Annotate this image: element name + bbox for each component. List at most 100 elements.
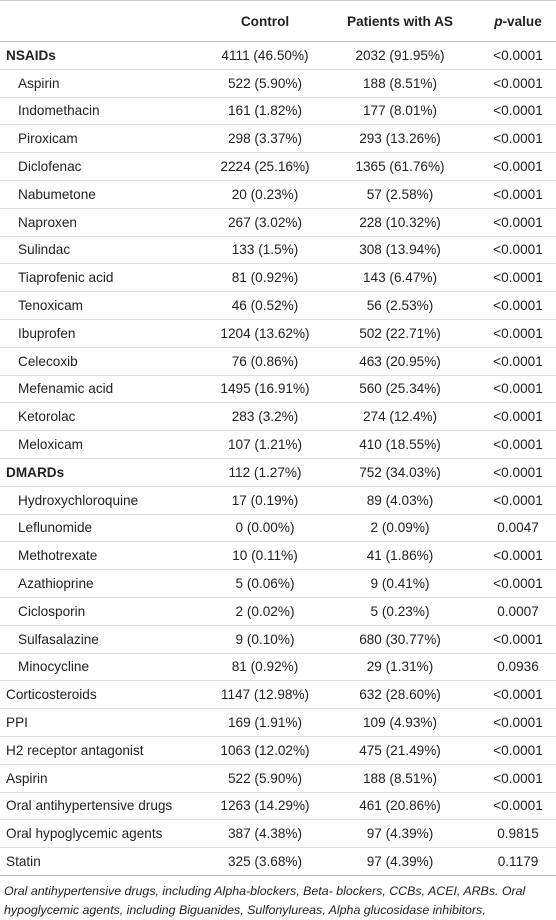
cell: 5 (0.23%)	[320, 597, 480, 626]
table-row: Methotrexate 10 (0.11%) 41 (1.86%) <0.0001	[0, 541, 556, 571]
cell: 308 (13.94%)	[320, 236, 480, 265]
table-row: Azathioprine 5 (0.06%) 9 (0.41%) <0.0001	[0, 569, 556, 598]
table-row: Ciclosporin 2 (0.02%) 5 (0.23%) 0.0007	[0, 597, 556, 626]
cell: <0.0001	[480, 208, 556, 237]
cell: <0.0001	[480, 736, 556, 765]
table-row: Diclofenac 2224 (25.16%) 1365 (61.76%) <0.0…	[0, 152, 556, 181]
cell: 0.0047	[480, 514, 556, 543]
cell: 0.0936	[480, 653, 556, 682]
row-label: Hydroxychloroquine	[0, 486, 210, 515]
cell: 1365 (61.76%)	[320, 152, 480, 181]
cell: 97 (4.39%)	[320, 847, 480, 876]
row-label: Celecoxib	[0, 347, 210, 376]
cell: <0.0001	[480, 486, 556, 515]
row-label: PPI	[0, 708, 210, 737]
table-row: Oral hypoglycemic agents 387 (4.38%) 97 (4…	[0, 819, 556, 849]
cell: <0.0001	[480, 430, 556, 459]
cell: 632 (28.60%)	[320, 680, 480, 710]
cell: 76 (0.86%)	[210, 347, 320, 376]
cell: 522 (5.90%)	[210, 69, 320, 98]
cell: <0.0001	[480, 792, 556, 821]
cell: 267 (3.02%)	[210, 208, 320, 237]
row-label: NSAIDs	[0, 41, 210, 70]
data-table: Control Patients with AS p-value NSAIDs 4…	[0, 0, 556, 876]
table-row: DMARDs 112 (1.27%) 752 (34.03%) <0.0001	[0, 458, 556, 487]
cell: 81 (0.92%)	[210, 263, 320, 293]
cell: 461 (20.86%)	[320, 792, 480, 821]
table-row: Minocycline 81 (0.92%) 29 (1.31%) 0.0936	[0, 653, 556, 682]
table-row: Sulindac 133 (1.5%) 308 (13.94%) <0.0001	[0, 236, 556, 265]
cell: <0.0001	[480, 41, 556, 70]
cell: 0.1179	[480, 847, 556, 876]
table-row: Oral antihypertensive drugs 1263 (14.29%)…	[0, 792, 556, 821]
cell: 475 (21.49%)	[320, 736, 480, 765]
cell: 89 (4.03%)	[320, 486, 480, 515]
row-label: Ibuprofen	[0, 319, 210, 348]
cell: <0.0001	[480, 236, 556, 265]
cell: 177 (8.01%)	[320, 97, 480, 126]
header-cell: Control	[210, 0, 320, 42]
cell: 20 (0.23%)	[210, 180, 320, 209]
cell: 188 (8.51%)	[320, 764, 480, 793]
cell: 274 (12.4%)	[320, 402, 480, 432]
table-row: Piroxicam 298 (3.37%) 293 (13.26%) <0.0001	[0, 124, 556, 154]
cell: <0.0001	[480, 291, 556, 320]
cell: 97 (4.39%)	[320, 819, 480, 849]
cell: 522 (5.90%)	[210, 764, 320, 793]
table-row: H2 receptor antagonist 1063 (12.02%) 475 (…	[0, 736, 556, 765]
cell: 1147 (12.98%)	[210, 680, 320, 710]
cell: 293 (13.26%)	[320, 124, 480, 154]
header-cell: Patients with AS	[320, 0, 480, 42]
cell: 41 (1.86%)	[320, 541, 480, 571]
table-body: NSAIDs 4111 (46.50%) 2032 (91.95%) <0.0001 A…	[0, 41, 556, 876]
header-row: Control Patients with AS p-value	[0, 0, 556, 42]
cell: 188 (8.51%)	[320, 69, 480, 98]
row-label: Oral hypoglycemic agents	[0, 819, 210, 849]
row-label: Indomethacin	[0, 97, 210, 126]
cell: 9 (0.41%)	[320, 569, 480, 598]
row-label: Tenoxicam	[0, 291, 210, 320]
row-label: Methotrexate	[0, 541, 210, 571]
row-label: Diclofenac	[0, 152, 210, 181]
table-row: Ibuprofen 1204 (13.62%) 502 (22.71%) <0.000…	[0, 319, 556, 348]
cell: 56 (2.53%)	[320, 291, 480, 320]
footnote: Oral antihypertensive drugs, including A…	[4, 883, 526, 917]
cell: 133 (1.5%)	[210, 236, 320, 265]
cell: 1495 (16.91%)	[210, 375, 320, 404]
cell: <0.0001	[480, 458, 556, 487]
table-row: Tiaprofenic acid 81 (0.92%) 143 (6.47%) <0.…	[0, 263, 556, 293]
cell: 112 (1.27%)	[210, 458, 320, 487]
cell: <0.0001	[480, 708, 556, 737]
cell: <0.0001	[480, 124, 556, 154]
cell: <0.0001	[480, 569, 556, 598]
cell: <0.0001	[480, 347, 556, 376]
cell: 9 (0.10%)	[210, 625, 320, 654]
table-row: Sulfasalazine 9 (0.10%) 680 (30.77%) <0.000…	[0, 625, 556, 654]
row-label: Aspirin	[0, 69, 210, 98]
header-text: -value	[502, 13, 542, 29]
header-cell	[0, 0, 210, 42]
cell: 2224 (25.16%)	[210, 152, 320, 181]
cell: 463 (20.95%)	[320, 347, 480, 376]
cell: 29 (1.31%)	[320, 653, 480, 682]
cell: <0.0001	[480, 152, 556, 181]
table-row: Indomethacin 161 (1.82%) 177 (8.01%) <0.000…	[0, 97, 556, 126]
header-cell: p-value	[480, 0, 556, 42]
row-label: DMARDs	[0, 458, 210, 487]
cell: 81 (0.92%)	[210, 653, 320, 682]
row-label: Ciclosporin	[0, 597, 210, 626]
table-row: Leflunomide 0 (0.00%) 2 (0.09%) 0.0047	[0, 514, 556, 543]
row-label: Leflunomide	[0, 514, 210, 543]
cell: 0 (0.00%)	[210, 514, 320, 543]
table-row: NSAIDs 4111 (46.50%) 2032 (91.95%) <0.0001	[0, 41, 556, 70]
row-label: Naproxen	[0, 208, 210, 237]
table-row: Ketorolac 283 (3.2%) 274 (12.4%) <0.0001	[0, 402, 556, 432]
cell: <0.0001	[480, 625, 556, 654]
row-label: Nabumetone	[0, 180, 210, 209]
cell: 325 (3.68%)	[210, 847, 320, 876]
cell: 2 (0.02%)	[210, 597, 320, 626]
table-row: Meloxicam 107 (1.21%) 410 (18.55%) <0.0001	[0, 430, 556, 459]
cell: 46 (0.52%)	[210, 291, 320, 320]
cell: 228 (10.32%)	[320, 208, 480, 237]
cell: <0.0001	[480, 541, 556, 571]
